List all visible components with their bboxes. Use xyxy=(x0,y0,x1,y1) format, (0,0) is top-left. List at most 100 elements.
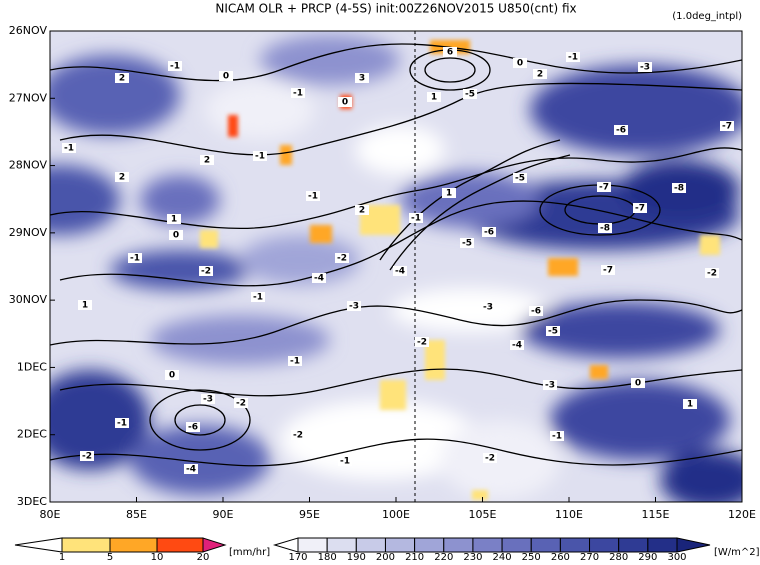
contour-label: 2 xyxy=(119,74,125,84)
contour-label: -1 xyxy=(253,293,263,303)
colorbar-cell xyxy=(443,537,474,553)
y-tick-label: 26NOV xyxy=(9,24,48,37)
y-tick-label: 1DEC xyxy=(17,360,47,373)
contour-label-bg xyxy=(705,268,719,278)
contour-label-bg xyxy=(312,273,326,283)
contour-label: -4 xyxy=(512,341,522,351)
contour-label: -7 xyxy=(599,183,609,193)
contour-label-bg xyxy=(288,356,302,366)
contour-label: 1 xyxy=(82,301,88,311)
colorbar-cell xyxy=(384,537,416,553)
contour-label: -1 xyxy=(290,357,300,367)
contour-label-bg xyxy=(291,430,305,440)
contour-label: -2 xyxy=(417,338,427,348)
contour-label: -4 xyxy=(186,465,196,475)
contour-label: 2 xyxy=(119,173,125,183)
colorbar-end xyxy=(676,537,711,553)
contour-label-bg xyxy=(219,71,233,81)
contour-label-bg xyxy=(347,301,361,311)
precip-colorbar: 1 5 10 20 [mm/hr] xyxy=(14,537,270,563)
y-tick-label: 27NOV xyxy=(9,91,48,104)
contour-label-bg xyxy=(550,431,564,441)
contour-label-bg xyxy=(251,292,265,302)
contour-label-bg xyxy=(566,52,580,62)
contour-label: -5 xyxy=(465,90,475,100)
contour-label: -3 xyxy=(545,381,555,391)
contour-label-bg xyxy=(393,266,407,276)
contour-label-bg xyxy=(168,61,182,71)
contour-label: -1 xyxy=(170,62,180,72)
colorbar-cell xyxy=(589,537,620,553)
contour-label: -1 xyxy=(117,419,127,429)
contour-label: -1 xyxy=(64,144,74,154)
contour-label-bg xyxy=(513,58,527,68)
contour-label-bg xyxy=(443,47,457,57)
contour-label-bg xyxy=(62,143,76,153)
contour-label-bg xyxy=(355,205,369,215)
colorbar-unit: [W/m^2] xyxy=(714,547,760,558)
contour-label-bg xyxy=(338,456,352,466)
contour-label: -6 xyxy=(188,423,198,433)
colorbar-cell xyxy=(414,537,445,553)
contour-label-bg xyxy=(167,214,181,224)
x-tick-label: 80E xyxy=(40,508,61,521)
contour-label-bg xyxy=(672,183,686,193)
contour-label-bg xyxy=(510,340,524,350)
colorbar-label: 230 xyxy=(463,552,482,561)
contour-label-bg xyxy=(115,418,129,428)
contour-label-bg xyxy=(513,173,527,183)
contour-label: 2 xyxy=(537,70,543,80)
colorbar-unit: [mm/hr] xyxy=(229,547,270,558)
contour-label-bg xyxy=(481,302,495,312)
contour-label-bg xyxy=(601,265,615,275)
contour-label-bg xyxy=(638,62,652,72)
contour-label: -4 xyxy=(314,274,324,284)
colorbar-cell xyxy=(618,537,649,553)
contour-label: 1 xyxy=(431,93,437,103)
contour-label: 1 xyxy=(446,189,452,199)
contour-label: -1 xyxy=(308,192,318,202)
colorbar-label: 210 xyxy=(405,552,424,561)
contour-label: 0 xyxy=(173,231,179,241)
contour-label-bg xyxy=(633,203,647,213)
x-tick-label: 100E xyxy=(382,508,410,521)
contour-label-bg xyxy=(335,253,349,263)
colorbar-label: 250 xyxy=(522,552,541,561)
contour-label-bg xyxy=(184,464,198,474)
contour-label: -7 xyxy=(635,204,645,214)
contour-label: -1 xyxy=(411,214,421,224)
contour-label-bg xyxy=(128,253,142,263)
colorbar-label: 20 xyxy=(197,552,210,561)
contour-label: -7 xyxy=(603,266,613,276)
contour-label-bg xyxy=(409,213,423,223)
colorbar-label: 190 xyxy=(347,552,366,561)
colorbar-end xyxy=(272,537,299,553)
contour-label-bg xyxy=(115,73,129,83)
y-tick-label: 30NOV xyxy=(9,293,48,306)
y-tick-label: 28NOV xyxy=(9,159,48,172)
contour-label: -6 xyxy=(616,126,626,136)
x-tick-label: 115E xyxy=(642,508,670,521)
contour-label: -2 xyxy=(337,254,347,264)
contour-label: -6 xyxy=(531,307,541,317)
contour-label-bg xyxy=(234,398,248,408)
colorbar-label: 280 xyxy=(609,552,628,561)
contour-label-bg xyxy=(597,182,611,192)
contour-label-bg xyxy=(199,266,213,276)
contour-label: -3 xyxy=(349,302,359,312)
colorbar-end xyxy=(202,537,227,553)
contour-label: -3 xyxy=(203,395,213,405)
contour-label-bg xyxy=(442,188,456,198)
contour-label-bg xyxy=(291,88,305,98)
contour-label: -1 xyxy=(568,53,578,63)
colorbar-label: 220 xyxy=(434,552,453,561)
contour-label: 0 xyxy=(635,379,641,389)
y-tick-label: 3DEC xyxy=(17,495,47,508)
contour-label: -2 xyxy=(82,452,92,462)
contour-label: 6 xyxy=(447,48,453,58)
x-tick-label: 90E xyxy=(213,508,234,521)
y-tick-label: 2DEC xyxy=(17,428,47,441)
colorbar-cell xyxy=(297,537,328,553)
contour-label-bg xyxy=(460,238,474,248)
